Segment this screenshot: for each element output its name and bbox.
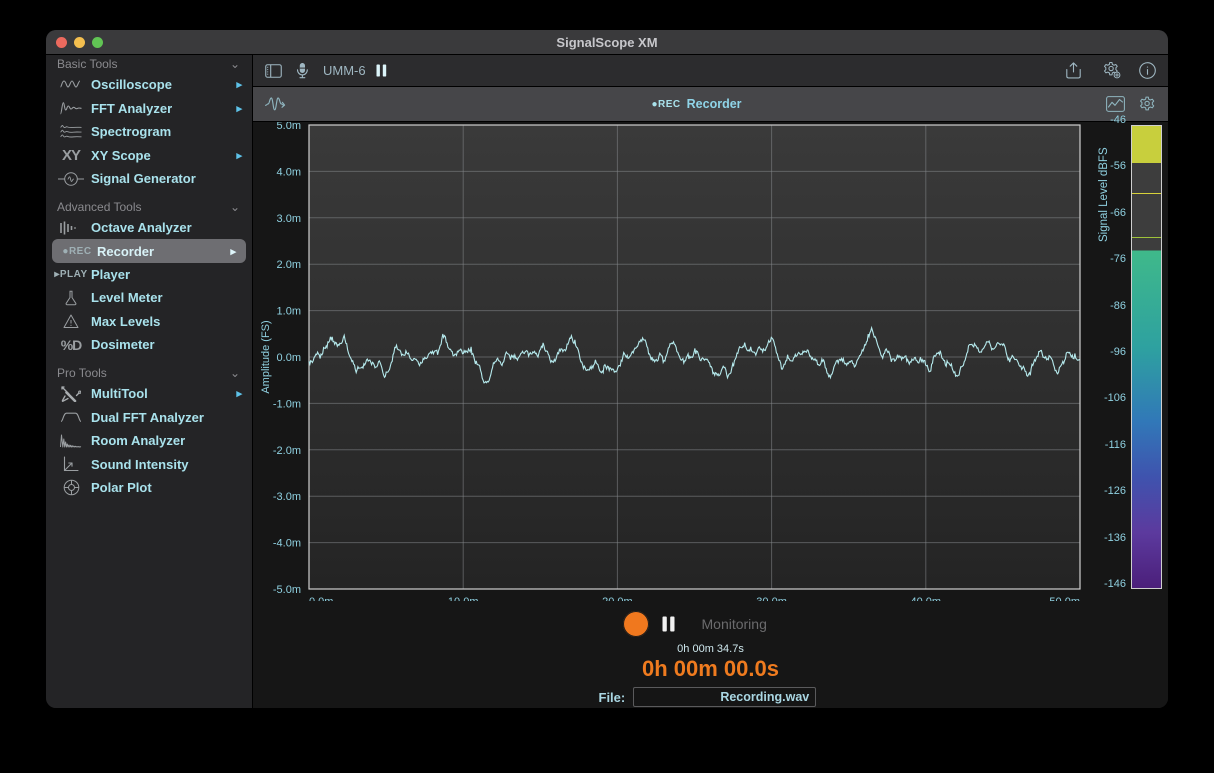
svg-text:2.0m: 2.0m — [277, 259, 301, 271]
svg-text:-4.0m: -4.0m — [273, 538, 301, 550]
svg-text:4.0m: 4.0m — [277, 166, 301, 178]
svg-text:-1.0m: -1.0m — [273, 398, 301, 410]
svg-text:5.0m: 5.0m — [277, 122, 301, 132]
svg-text:3.0m: 3.0m — [277, 213, 301, 225]
svg-text:0.0m: 0.0m — [277, 352, 301, 364]
svg-text:1.0m: 1.0m — [277, 306, 301, 318]
svg-text:-5.0m: -5.0m — [273, 584, 301, 596]
svg-text:-2.0m: -2.0m — [273, 445, 301, 457]
svg-text:-3.0m: -3.0m — [273, 491, 301, 503]
svg-text:Amplitude (FS): Amplitude (FS) — [260, 320, 272, 393]
